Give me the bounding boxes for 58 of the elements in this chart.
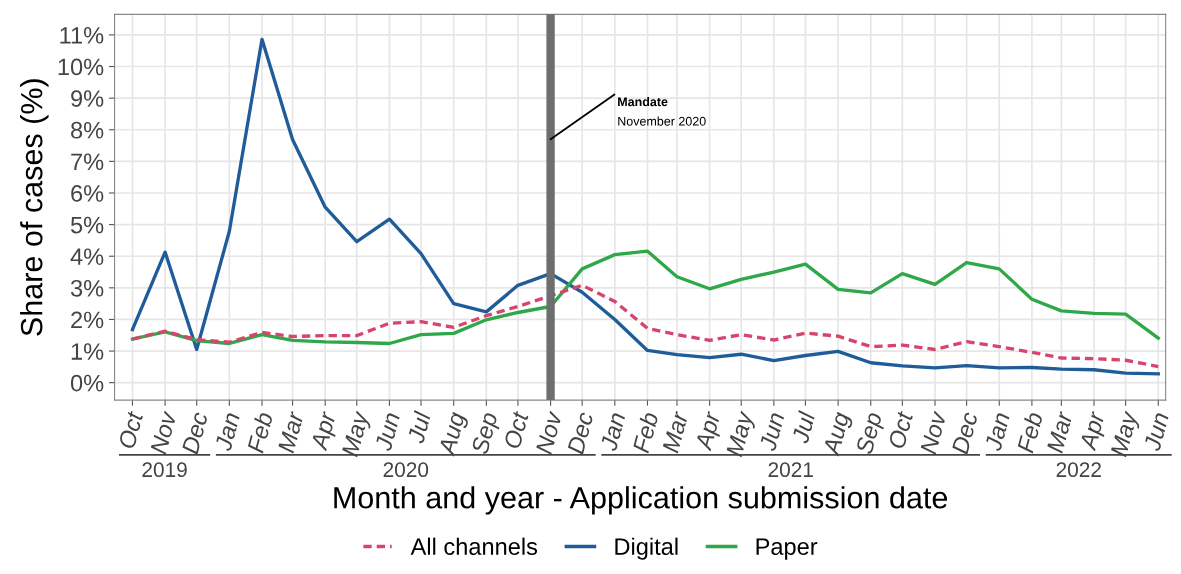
x-tick-label: Jan: [600, 411, 626, 452]
x-tick-label: Feb: [631, 411, 659, 454]
legend-label: All channels: [410, 537, 538, 555]
y-tick-label: 0%: [70, 374, 104, 392]
x-tick-label: Jun: [1143, 411, 1170, 452]
x-tick-label: Jul: [406, 409, 432, 445]
y-tick-label: 2%: [71, 311, 104, 329]
x-tick-label: Apr: [1079, 409, 1110, 453]
line-series: [130, 37, 1160, 376]
legend-label: Digital: [615, 537, 678, 560]
y-tick-label: 3%: [70, 279, 104, 297]
y-tick-label: 1%: [71, 343, 104, 360]
y-tick-label: 10%: [58, 58, 104, 76]
line-series: [130, 283, 1160, 369]
x-tick-label: Jun: [374, 411, 401, 452]
x-tick-label: Mar: [277, 409, 305, 454]
y-tick-label: 9%: [71, 90, 104, 107]
x-tick-label: May: [341, 409, 374, 459]
line-series: [130, 249, 1160, 346]
x-tick-label: Nov: [535, 409, 563, 455]
x-tick-label: Dec: [951, 410, 979, 455]
x-tick-label: Jun: [759, 411, 785, 452]
x-tick-label: Oct: [118, 409, 144, 450]
x-tick-label: Oct: [503, 409, 530, 450]
x-tick-label: Jan: [214, 411, 241, 452]
x-tick-label: Oct: [887, 409, 914, 450]
y-tick-label: 5%: [70, 216, 104, 234]
x-axis-title: Month and year - Application submission date: [334, 486, 948, 515]
x-tick-label: Apr: [694, 409, 726, 453]
y-tick-label: 7%: [71, 153, 104, 171]
x-tick-label: Dec: [181, 410, 209, 455]
x-tick-label: Dec: [567, 410, 594, 455]
x-tick-label: Sep: [855, 411, 887, 457]
x-tick-label: Mar: [1046, 409, 1073, 454]
x-tick-label: Nov: [150, 409, 177, 455]
x-tick-label: Apr: [310, 409, 341, 453]
legend-label: Paper: [756, 538, 818, 560]
x-tick-label: Feb: [246, 411, 274, 454]
y-tick-label: 8%: [71, 121, 104, 139]
x-tick-label: Jan: [984, 411, 1011, 452]
text: 2019: [142, 462, 187, 478]
x-tick-label: Sep: [471, 411, 503, 457]
x-tick-label: Feb: [1016, 411, 1044, 454]
x-tick-label: Aug: [822, 410, 855, 458]
x-tick-label: May: [1110, 409, 1143, 459]
x-tick-label: Nov: [919, 409, 947, 455]
y-axis-title: Share of cases (%): [20, 79, 49, 336]
y-tick-label: 11%: [60, 27, 104, 44]
y-tick-label: 6%: [71, 185, 104, 202]
ref-line-label: Mandate November 2020: [618, 97, 706, 126]
x-tick-label: May: [725, 409, 758, 459]
text: 2021: [768, 462, 813, 478]
text: 2022: [1056, 462, 1101, 478]
x-tick-label: Aug: [438, 410, 470, 458]
y-tick-label: 4%: [70, 248, 104, 265]
x-tick-label: Mar: [662, 409, 689, 454]
x-tick-label: Jul: [790, 409, 816, 445]
text: 2020: [383, 462, 429, 478]
